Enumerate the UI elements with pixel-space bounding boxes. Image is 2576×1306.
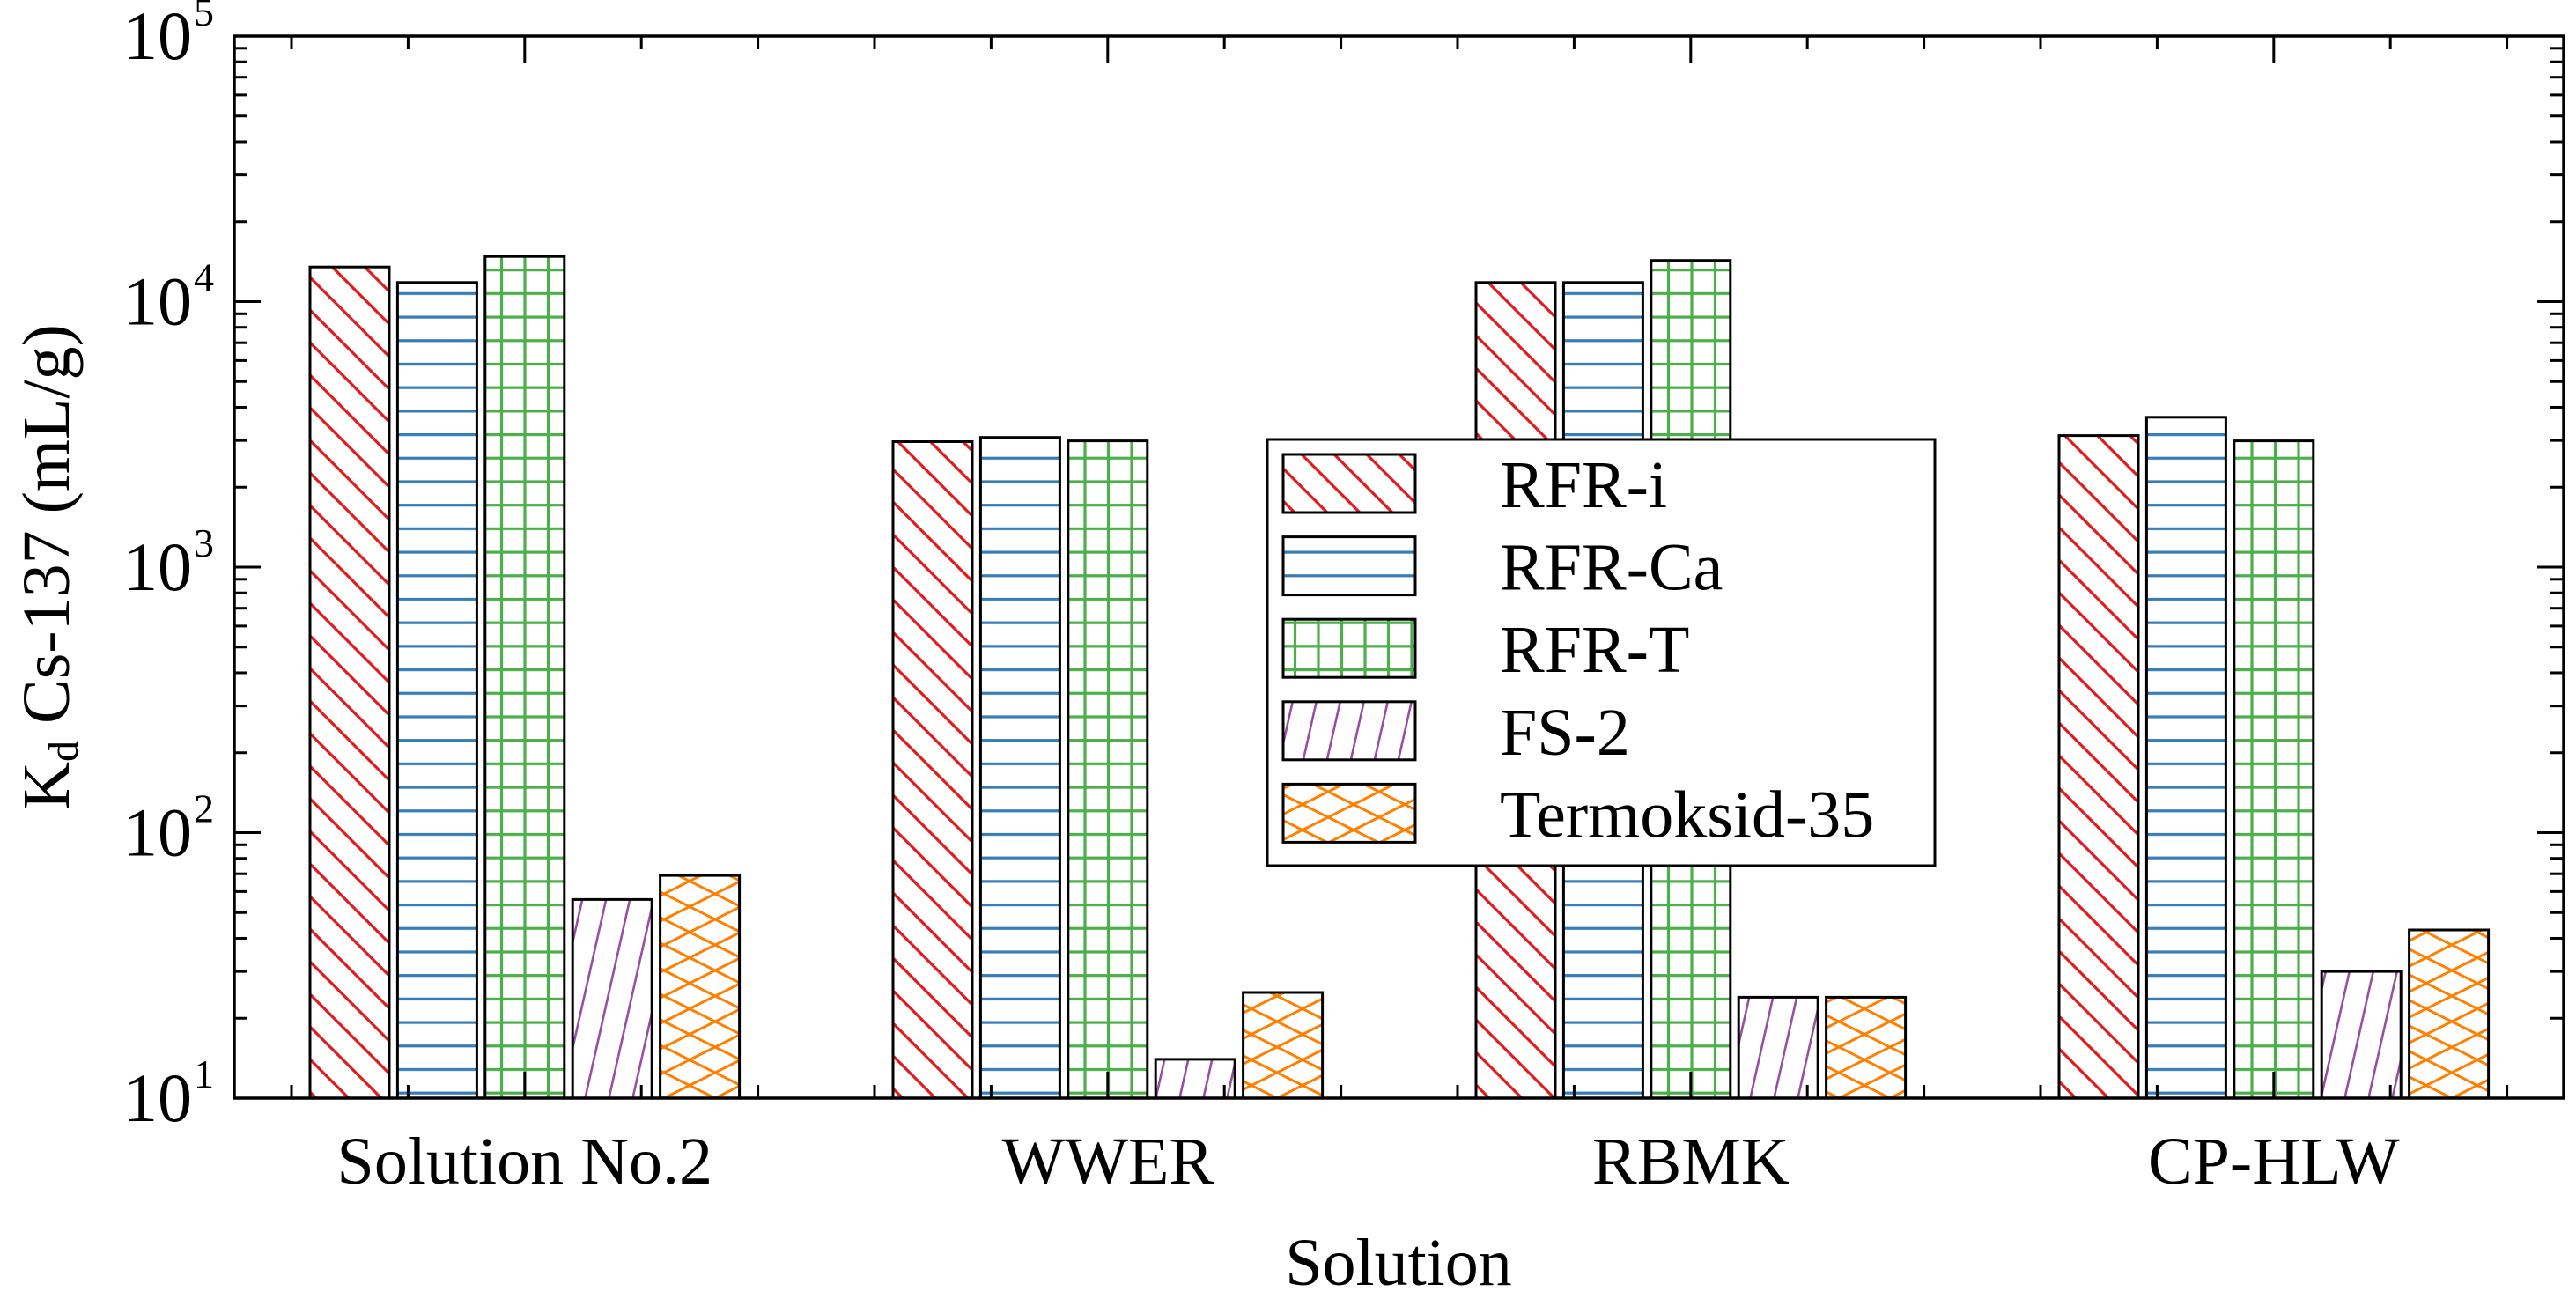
bar-rfr-i	[891, 440, 974, 1100]
y-tick-label: 10	[123, 0, 192, 74]
bar-termoksid-35	[1825, 995, 1908, 1100]
x-tick-label: Solution No.2	[337, 1125, 713, 1199]
bar-rfr-ca	[395, 281, 478, 1100]
legend-swatch	[1281, 782, 1417, 844]
bar-termoksid-35	[659, 874, 742, 1100]
legend-label: RFR-T	[1500, 613, 1689, 687]
x-axis-title: Solution	[1285, 1226, 1512, 1300]
y-tick-label: 10	[123, 794, 192, 871]
legend-label: RFR-i	[1500, 448, 1667, 522]
bar-rfr-i	[308, 265, 391, 1100]
y-tick-label: 10	[123, 1059, 192, 1136]
bar-rfr-i	[2057, 434, 2140, 1100]
bar-group	[891, 436, 1325, 1100]
y-tick-exponent: 4	[194, 255, 214, 300]
legend-label: FS-2	[1500, 696, 1630, 770]
bar-rfr-t	[1067, 439, 1149, 1100]
y-axis-title-rest: Cs-137 (mL/g)	[10, 324, 84, 741]
x-tick-label: RBMK	[1592, 1125, 1790, 1199]
y-tick-label: 10	[123, 263, 192, 340]
y-tick-exponent: 1	[194, 1051, 214, 1096]
legend-label: RFR-Ca	[1500, 531, 1723, 605]
bar-rfr-t	[483, 255, 566, 1100]
y-axis-title: Kd Cs-137 (mL/g)	[10, 324, 87, 810]
bar-termoksid-35	[2408, 928, 2491, 1100]
x-tick-labels: Solution No.2 WWER RBMK CP-HLW	[337, 1125, 2400, 1199]
bar-rfr-ca	[2144, 416, 2227, 1100]
legend-item: RFR-i	[1281, 448, 1667, 522]
x-tick-label: CP-HLW	[2148, 1125, 2400, 1199]
legend-item: Termoksid-35	[1281, 778, 1874, 852]
legend-item: RFR-Ca	[1281, 531, 1723, 605]
legend-swatch	[1281, 453, 1417, 514]
y-axis-title-main: K	[10, 762, 84, 810]
y-axis-title-subscript: d	[41, 741, 87, 762]
legend-label: Termoksid-35	[1500, 778, 1874, 852]
bar-fs-2	[1737, 995, 1819, 1100]
y-tick-exponent: 2	[194, 786, 214, 831]
legend: RFR-i RFR-Ca RFR-T FS-2 Termoksid-35	[1266, 438, 1937, 867]
x-tick-label: WWER	[1002, 1125, 1214, 1199]
legend-item: FS-2	[1281, 696, 1630, 770]
bar-rfr-t	[2233, 439, 2315, 1100]
axis-ticks	[234, 34, 2564, 1100]
bar-fs-2	[571, 897, 653, 1100]
bar-termoksid-35	[1242, 991, 1325, 1100]
y-tick-exponent: 3	[194, 520, 214, 565]
bar-rfr-ca	[978, 436, 1061, 1100]
legend-swatch	[1281, 700, 1417, 762]
legend-swatch	[1281, 535, 1417, 597]
y-tick-exponent: 5	[194, 0, 214, 34]
bar-group	[2057, 416, 2491, 1100]
legend-item: RFR-T	[1281, 613, 1689, 687]
bar-fs-2	[2320, 970, 2403, 1100]
bar-group	[308, 255, 742, 1100]
legend-swatch	[1281, 617, 1417, 679]
y-tick-label: 10	[123, 528, 192, 605]
